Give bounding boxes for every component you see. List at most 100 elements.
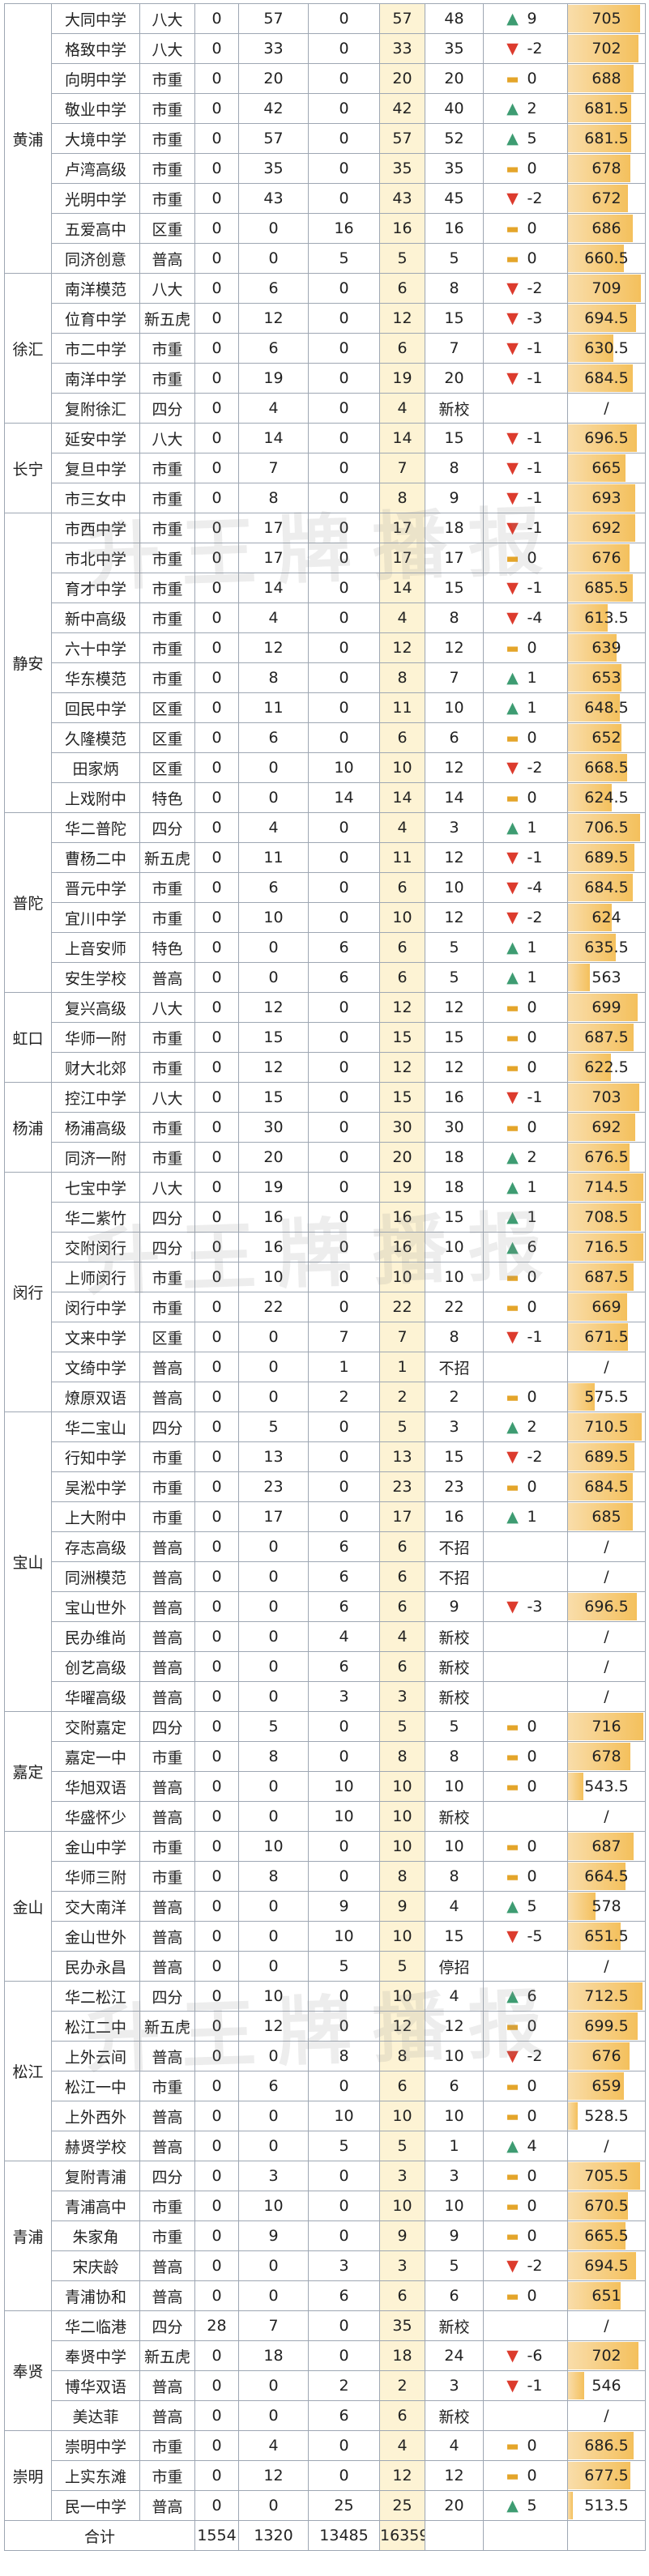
table-row: 金山世外 普高 0 0 10 10 15 ▼ -5 651.5: [5, 1921, 646, 1952]
quota-c: 0: [308, 1861, 380, 1892]
score-value: 648.5: [584, 699, 629, 717]
change-cell: [483, 1651, 568, 1682]
score-cell: 710.5: [567, 1411, 646, 1442]
change-cell: [483, 1951, 568, 1982]
district-name: 徐汇: [4, 273, 52, 424]
score-cell: 664.5: [567, 1861, 646, 1892]
table-row: 行知中学 市重 0 13 0 13 15 ▼ -2 689.5: [5, 1441, 646, 1472]
score-bar: [568, 814, 640, 841]
change-cell: [483, 1801, 568, 1832]
last-year-quota: 18: [425, 513, 484, 543]
score-value: /: [604, 1807, 609, 1825]
school-category: 普高: [139, 1591, 195, 1622]
score-bar: [568, 2432, 634, 2459]
quota-a: 0: [194, 602, 239, 633]
change-cell: ▬ 0: [483, 722, 568, 753]
score-cell: /: [567, 1561, 646, 1592]
change-cell: ▼ -1: [483, 453, 568, 483]
score-cell: /: [567, 1801, 646, 1832]
trend-up-icon: ▲: [506, 2137, 519, 2155]
school-category: 市重: [139, 333, 195, 364]
school-name: 存志高级: [51, 1531, 140, 1562]
quota-c: 0: [308, 902, 380, 933]
change-cell: ▼ -1: [483, 2370, 568, 2401]
trend-flat-icon: ▬: [506, 71, 519, 87]
score-value: 563: [591, 969, 621, 986]
change-cell: ▼ -1: [483, 1082, 568, 1113]
quota-a: 0: [194, 1621, 239, 1652]
quota-c: 0: [308, 1471, 380, 1502]
quota-a: 0: [194, 1741, 239, 1772]
change-value: -1: [527, 489, 543, 507]
score-bar: [568, 155, 630, 182]
quota-a: 0: [194, 1861, 239, 1892]
change-cell: ▬ 0: [483, 2071, 568, 2101]
quota-subtotal: 16: [379, 213, 425, 244]
score-cell: 696.5: [567, 1591, 646, 1622]
quota-subtotal: 18: [379, 2340, 425, 2371]
last-year-quota: 6: [425, 722, 484, 753]
last-year-quota: 1: [425, 2131, 484, 2161]
score-bar: [568, 1233, 643, 1261]
quota-subtotal: 10: [379, 1831, 425, 1862]
change-cell: ▼ -1: [483, 363, 568, 394]
change-cell: ▼ -1: [483, 333, 568, 364]
table-row: 光明中学 市重 0 43 0 43 45 ▼ -2 672: [5, 183, 646, 214]
quota-b: 19: [238, 1172, 309, 1203]
change-cell: ▲ 6: [483, 1981, 568, 2012]
change-cell: ▲ 6: [483, 1232, 568, 1262]
score-value: 681.5: [584, 130, 629, 147]
score-cell: 676.5: [567, 1142, 646, 1173]
quota-c: 10: [308, 752, 380, 783]
school-name: 华曜高级: [51, 1681, 140, 1712]
last-year-quota: 12: [425, 1052, 484, 1083]
change-value: 2: [527, 1148, 537, 1166]
change-cell: ▼ -4: [483, 602, 568, 633]
quota-subtotal: 10: [379, 752, 425, 783]
score-value: /: [604, 1358, 609, 1376]
score-cell: 635.5: [567, 932, 646, 963]
change-value: 0: [527, 1028, 537, 1046]
school-name: 朱家角: [51, 2220, 140, 2251]
table-row: 上外云间 普高 0 0 8 8 10 ▼ -2 676: [5, 2041, 646, 2071]
score-value: 676: [591, 2047, 621, 2065]
school-name: 复附青浦: [51, 2161, 140, 2191]
score-value: 702: [591, 40, 621, 57]
table-row: 市二中学 市重 0 6 0 6 7 ▼ -1 630.5: [5, 333, 646, 364]
score-bar: [568, 2102, 578, 2130]
quota-a: 0: [194, 1292, 239, 1322]
quota-c: 25: [308, 2490, 380, 2521]
score-bar: [568, 1833, 634, 1860]
school-name: 松江二中: [51, 2011, 140, 2042]
school-category: 市重: [139, 1262, 195, 1292]
change-cell: ▼ -4: [483, 872, 568, 903]
quota-b: 15: [238, 1022, 309, 1053]
change-cell: [483, 1352, 568, 1382]
quota-b: 7: [238, 453, 309, 483]
trend-flat-icon: ▬: [506, 1480, 519, 1496]
quota-subtotal: 4: [379, 1621, 425, 1652]
quota-c: 0: [308, 393, 380, 424]
table-row: 市北中学 市重 0 17 0 17 17 ▬ 0 676: [5, 543, 646, 573]
quota-c: 0: [308, 842, 380, 873]
total-sum: 16359: [379, 2520, 425, 2551]
change-value: 1: [527, 669, 537, 687]
school-name: 同洲模范: [51, 1561, 140, 1592]
table-row: 存志高级 普高 0 0 6 6 不招 /: [5, 1531, 646, 1562]
trend-down-icon: ▼: [506, 279, 519, 297]
score-value: 692: [591, 1118, 621, 1136]
school-name: 市二中学: [51, 333, 140, 364]
last-year-quota: 3: [425, 812, 484, 843]
total-row: 合计 1554 1320 13485 16359: [4, 2520, 646, 2551]
quota-a: 0: [194, 1202, 239, 1233]
quota-b: 0: [238, 1382, 309, 1412]
quota-subtotal: 8: [379, 1861, 425, 1892]
quota-subtotal: 6: [379, 1561, 425, 1592]
table-row: 位育中学 新五虎 0 12 0 12 15 ▼ -3 694.5: [5, 303, 646, 334]
score-value: 710.5: [584, 1418, 629, 1436]
school-name: 上戏附中: [51, 782, 140, 813]
quota-c: 8: [308, 2041, 380, 2071]
score-cell: 648.5: [567, 692, 646, 723]
change-value: 0: [527, 2107, 537, 2125]
change-cell: ▬ 0: [483, 1292, 568, 1322]
